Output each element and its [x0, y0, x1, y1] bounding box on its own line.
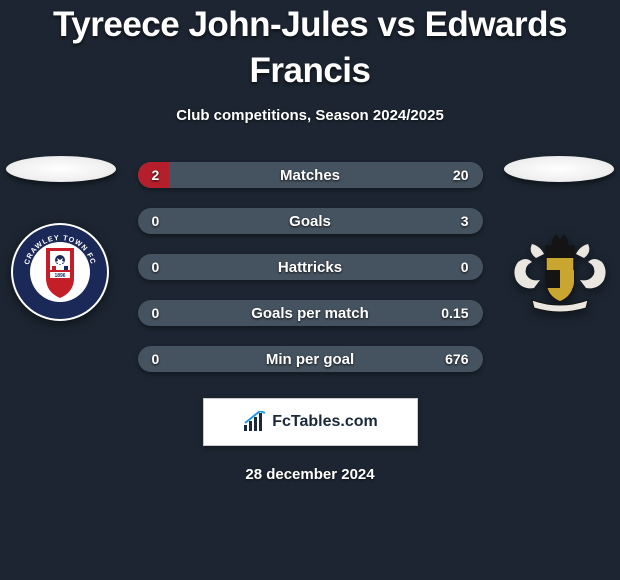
stat-label: Goals per match	[138, 305, 483, 322]
stat-row: 0Min per goal676	[138, 346, 483, 372]
flag-right	[504, 156, 614, 182]
svg-text:1896: 1896	[54, 273, 65, 279]
stat-label: Goals	[138, 213, 483, 230]
stat-row: 0Goals3	[138, 208, 483, 234]
brand-chart-icon	[242, 411, 268, 433]
stat-value-right: 3	[461, 213, 469, 229]
stat-row: 2Matches20	[138, 162, 483, 188]
subtitle: Club competitions, Season 2024/2025	[0, 107, 620, 124]
brand-badge: FcTables.com	[203, 398, 418, 446]
stat-value-right: 0	[461, 259, 469, 275]
stats-list: 2Matches200Goals30Hattricks00Goals per m…	[138, 162, 483, 372]
comparison-panel: CRAWLEY TOWN FC RED DEVILS ★ ★ 1896	[0, 162, 620, 372]
club-crest-left: CRAWLEY TOWN FC RED DEVILS ★ ★ 1896	[10, 222, 110, 322]
flag-left	[6, 156, 116, 182]
stat-value-right: 676	[445, 351, 468, 367]
svg-text:★: ★	[30, 271, 37, 280]
stat-label: Matches	[138, 167, 483, 184]
svg-text:★: ★	[83, 271, 90, 280]
club-crest-right	[510, 222, 610, 322]
stat-label: Hattricks	[138, 259, 483, 276]
brand-text: FcTables.com	[272, 413, 378, 431]
stat-label: Min per goal	[138, 351, 483, 368]
stat-value-right: 0.15	[441, 305, 468, 321]
stat-row: 0Goals per match0.15	[138, 300, 483, 326]
date-label: 28 december 2024	[0, 466, 620, 483]
page-title: Tyreece John-Jules vs Edwards Francis	[0, 2, 620, 93]
stat-value-right: 20	[453, 167, 469, 183]
stat-row: 0Hattricks0	[138, 254, 483, 280]
